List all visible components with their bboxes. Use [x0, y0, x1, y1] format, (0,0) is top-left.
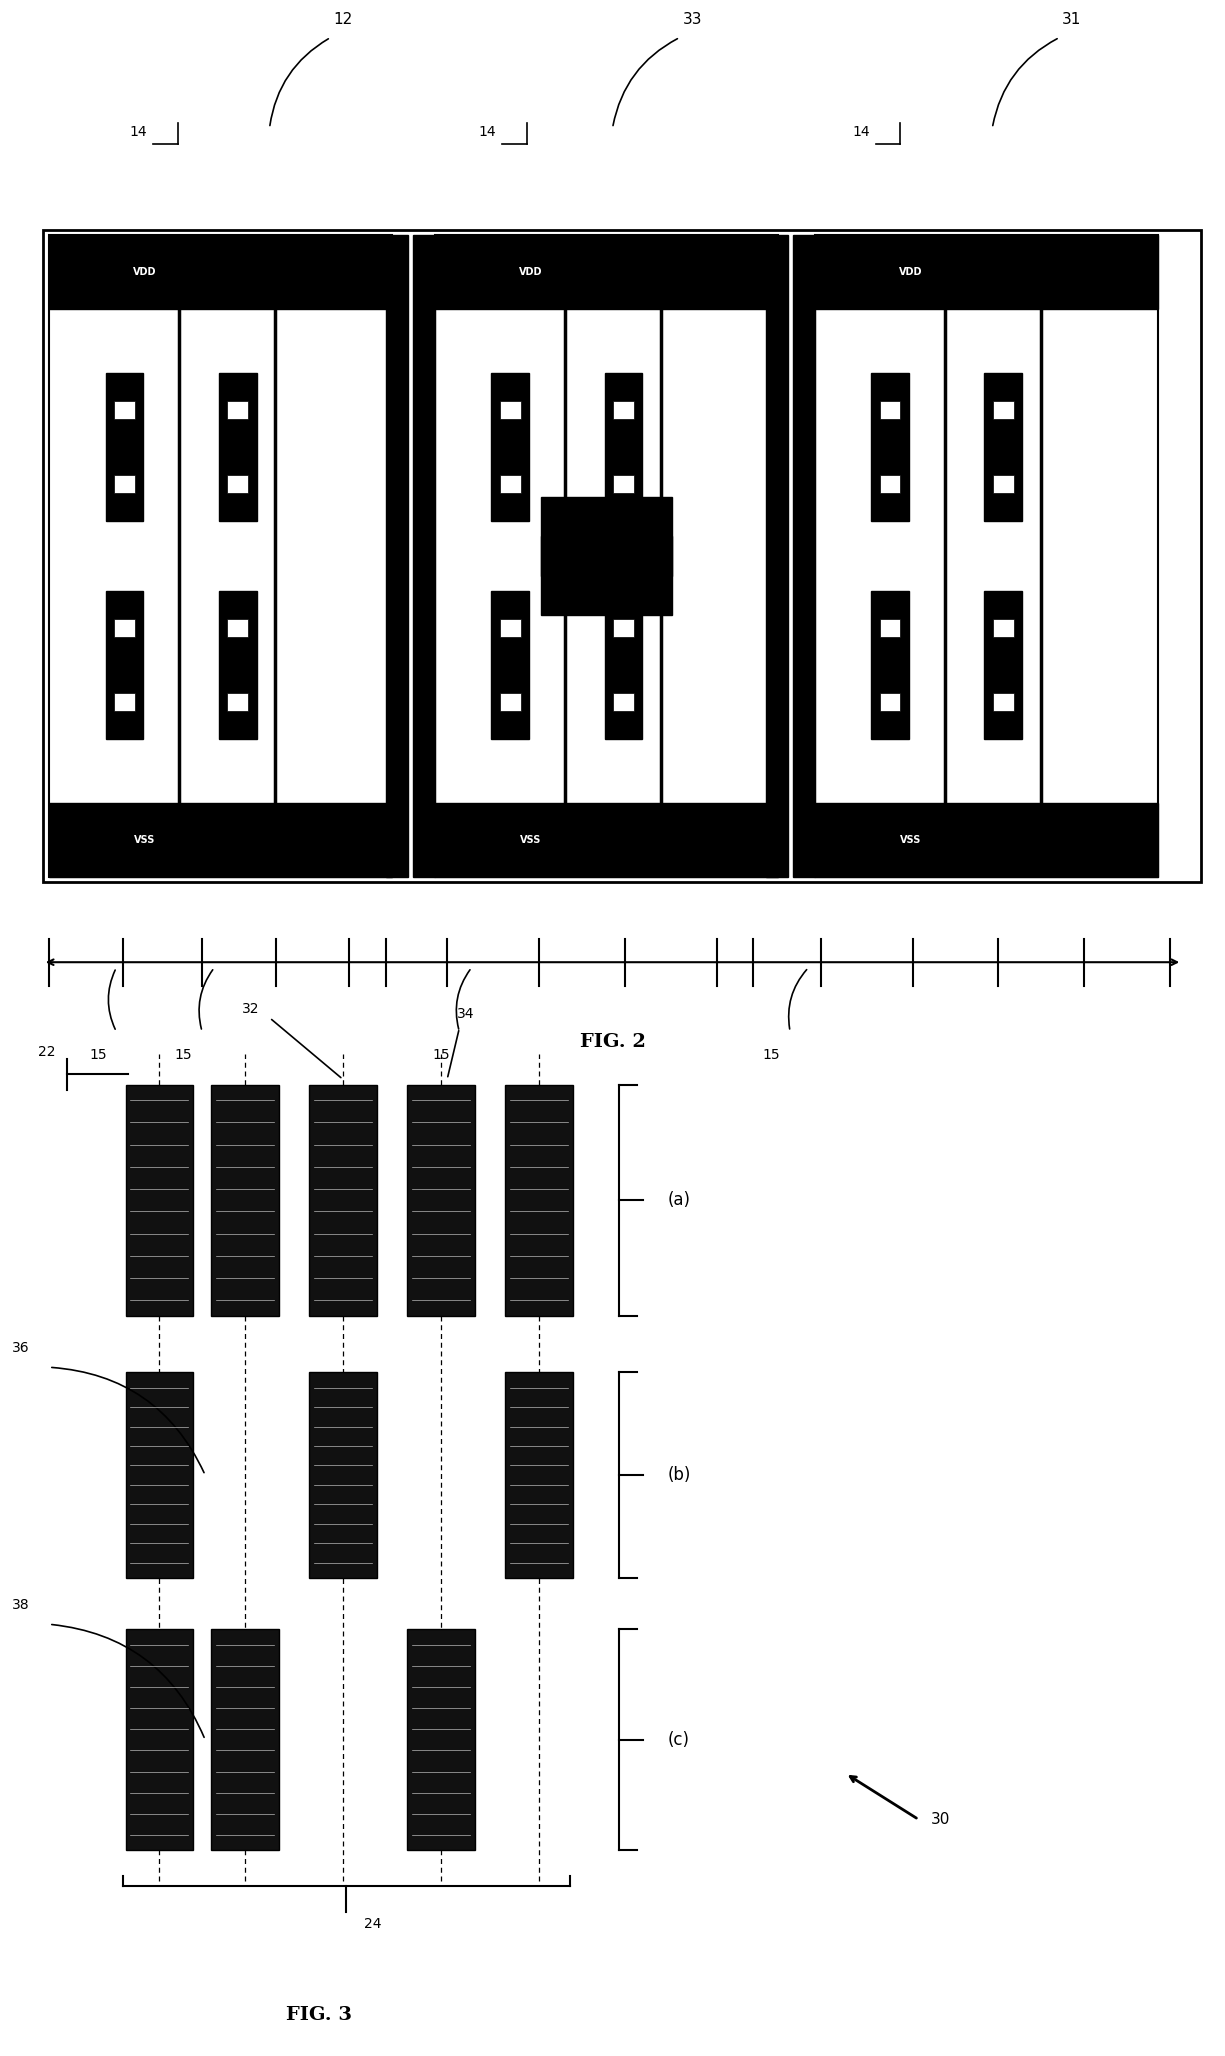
Bar — [43, 230, 1200, 882]
Bar — [880, 619, 900, 637]
Bar — [793, 234, 815, 876]
Bar — [491, 374, 529, 522]
Bar — [114, 475, 135, 493]
Bar — [413, 234, 435, 876]
Bar — [880, 693, 900, 711]
Bar — [228, 619, 247, 637]
Bar — [435, 234, 778, 876]
Bar — [126, 1628, 194, 1850]
Bar — [114, 401, 135, 419]
Bar — [815, 234, 1158, 308]
Bar — [105, 590, 143, 738]
Bar — [309, 1086, 377, 1316]
Text: (c): (c) — [668, 1731, 690, 1750]
Bar — [871, 374, 909, 522]
Bar — [49, 804, 392, 876]
Bar — [614, 619, 633, 637]
Bar — [880, 401, 900, 419]
Bar — [435, 804, 778, 876]
Text: VSS: VSS — [900, 835, 921, 845]
Text: 24: 24 — [365, 1916, 382, 1931]
Bar — [386, 234, 408, 876]
Bar — [500, 693, 521, 711]
Bar — [985, 590, 1022, 738]
Bar — [985, 374, 1022, 522]
Text: 33: 33 — [682, 12, 702, 27]
Bar — [880, 475, 900, 493]
Bar — [614, 401, 633, 419]
Bar — [541, 498, 671, 615]
Text: VSS: VSS — [135, 835, 156, 845]
Text: 15: 15 — [175, 1049, 192, 1061]
Bar — [49, 234, 392, 876]
Text: VDD: VDD — [899, 267, 922, 278]
Bar — [815, 804, 1158, 876]
Bar — [541, 537, 671, 576]
Text: 31: 31 — [1062, 12, 1082, 27]
Text: FIG. 3: FIG. 3 — [285, 2007, 352, 2023]
Bar — [114, 693, 135, 711]
Bar — [126, 1373, 194, 1579]
Text: VDD: VDD — [519, 267, 543, 278]
Text: 15: 15 — [432, 1049, 450, 1061]
Text: 14: 14 — [479, 125, 496, 140]
Bar — [605, 374, 642, 522]
Bar — [49, 234, 392, 308]
Bar — [309, 1373, 377, 1579]
Bar — [993, 619, 1013, 637]
Bar — [993, 475, 1013, 493]
Text: 14: 14 — [130, 125, 147, 140]
Bar — [491, 590, 529, 738]
Text: 34: 34 — [457, 1007, 474, 1020]
Text: (b): (b) — [668, 1466, 691, 1484]
Bar — [407, 1086, 474, 1316]
Bar — [506, 1086, 573, 1316]
Bar — [126, 1086, 194, 1316]
Bar — [212, 1628, 279, 1850]
Text: VSS: VSS — [521, 835, 541, 845]
Text: 22: 22 — [38, 1044, 55, 1059]
Text: 14: 14 — [853, 125, 870, 140]
Bar — [766, 234, 788, 876]
Text: 30: 30 — [931, 1811, 951, 1828]
Bar — [212, 1086, 279, 1316]
Bar — [435, 234, 778, 308]
Text: 36: 36 — [12, 1341, 29, 1355]
Bar — [228, 401, 247, 419]
Text: 38: 38 — [12, 1598, 29, 1612]
Text: 12: 12 — [333, 12, 353, 27]
Bar — [407, 1628, 474, 1850]
Bar — [500, 475, 521, 493]
Bar — [614, 475, 633, 493]
Bar — [605, 590, 642, 738]
Bar — [815, 234, 1158, 876]
Bar — [219, 590, 256, 738]
Text: FIG. 2: FIG. 2 — [579, 1034, 646, 1051]
Bar — [114, 619, 135, 637]
Text: 15: 15 — [763, 1049, 780, 1061]
Bar — [614, 693, 633, 711]
Bar — [993, 401, 1013, 419]
Text: 15: 15 — [89, 1049, 107, 1061]
Text: VDD: VDD — [134, 267, 157, 278]
Bar — [105, 374, 143, 522]
Bar — [500, 619, 521, 637]
Bar — [228, 475, 247, 493]
Text: (a): (a) — [668, 1190, 691, 1209]
Bar — [506, 1373, 573, 1579]
Bar — [228, 693, 247, 711]
Bar — [871, 590, 909, 738]
Bar — [500, 401, 521, 419]
Text: 32: 32 — [243, 1001, 260, 1016]
Bar — [219, 374, 256, 522]
Bar — [993, 693, 1013, 711]
